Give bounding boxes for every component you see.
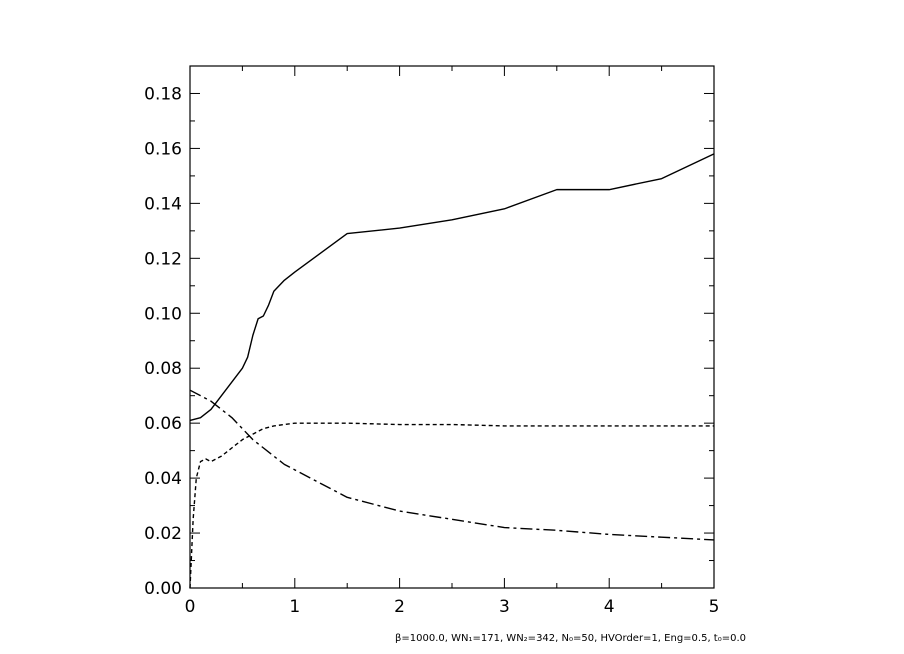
y-tick-label: 0.00 <box>144 579 182 599</box>
axis-tick-labels: 0 1 2 3 4 5 0.00 0.02 0.04 0.06 0.08 0.10 0.12 0.14 0.… <box>144 84 719 617</box>
x-tick-label: 2 <box>394 597 405 617</box>
axis-ticks <box>189 66 715 589</box>
x-tick-label: 5 <box>709 597 720 617</box>
x-tick-label: 1 <box>289 597 300 617</box>
y-tick-label: 0.02 <box>144 524 182 544</box>
series-lines <box>189 153 715 589</box>
y-tick-label: 0.12 <box>144 249 182 269</box>
x-tick-label: 4 <box>604 597 615 617</box>
y-tick-label: 0.06 <box>144 414 182 434</box>
y-tick-label: 0.08 <box>144 359 182 379</box>
parameter-caption: β=1000.0, WN₁=171, WN₂=342, N₀=50, HVOrd… <box>395 633 747 644</box>
y-tick-label: 0.18 <box>144 84 182 104</box>
series-line-solid <box>189 153 715 422</box>
x-tick-label: 0 <box>185 597 196 617</box>
series-line-dashed <box>189 422 714 589</box>
series-line-dash-dot <box>189 389 715 541</box>
y-tick-label: 0.16 <box>144 139 182 159</box>
y-tick-label: 0.14 <box>144 194 182 214</box>
y-tick-label: 0.10 <box>144 304 182 324</box>
plot-frame <box>189 65 715 589</box>
x-tick-label: 3 <box>499 597 510 617</box>
y-tick-label: 0.04 <box>144 469 182 489</box>
